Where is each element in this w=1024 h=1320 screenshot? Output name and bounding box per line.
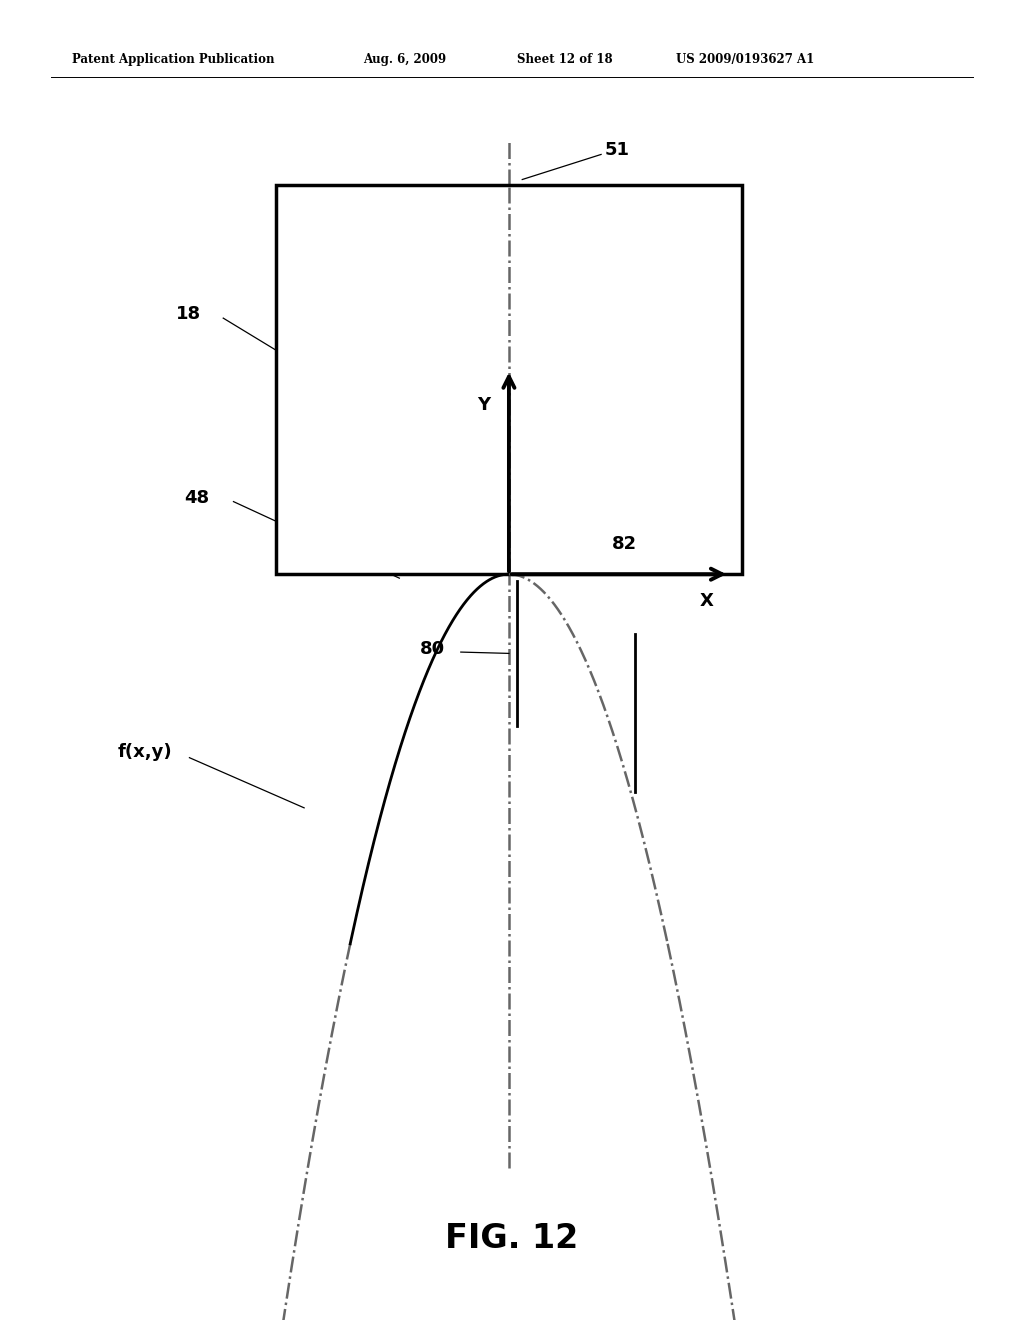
Text: Aug. 6, 2009: Aug. 6, 2009 xyxy=(364,53,446,66)
Text: US 2009/0193627 A1: US 2009/0193627 A1 xyxy=(676,53,814,66)
Text: FIG. 12: FIG. 12 xyxy=(445,1222,579,1254)
Text: X: X xyxy=(699,591,714,610)
Text: 51: 51 xyxy=(604,141,629,160)
Text: 18: 18 xyxy=(176,305,202,323)
Text: 48: 48 xyxy=(184,488,210,507)
Text: Sheet 12 of 18: Sheet 12 of 18 xyxy=(517,53,612,66)
Text: f(x,y): f(x,y) xyxy=(118,743,172,762)
Text: 82: 82 xyxy=(612,535,638,553)
Text: Y: Y xyxy=(477,396,489,414)
Bar xyxy=(276,185,742,574)
Text: Patent Application Publication: Patent Application Publication xyxy=(72,53,274,66)
Text: 80: 80 xyxy=(420,640,445,659)
